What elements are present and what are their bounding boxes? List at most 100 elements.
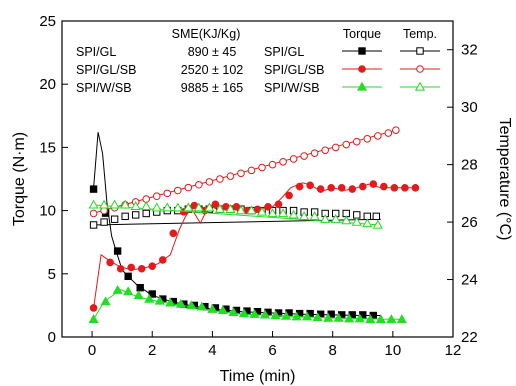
data-point-spi-w-sb-torque bbox=[365, 314, 376, 323]
data-point-spi-w-sb-torque bbox=[88, 314, 99, 323]
data-point-spi-w-sb-torque bbox=[154, 295, 165, 305]
right-y-tick-label: 28 bbox=[461, 157, 478, 174]
data-point-spi-gl-sb-temp bbox=[289, 155, 298, 163]
data-point-spi-gl-sb-torque bbox=[306, 181, 314, 190]
data-point-spi-w-sb-temp bbox=[214, 203, 225, 213]
data-point-spi-gl-torque bbox=[136, 284, 144, 292]
left-y-tick-label: 5 bbox=[48, 266, 56, 283]
x-tick-label: 0 bbox=[88, 342, 96, 359]
left-y-axis-label: Torque (N·m) bbox=[11, 132, 28, 226]
data-point-spi-gl-sb-torque bbox=[211, 200, 220, 209]
data-point-spi-gl-sb-temp bbox=[205, 178, 214, 186]
data-point-spi-w-sb-temp bbox=[235, 205, 247, 215]
data-point-spi-gl-sb-temp bbox=[363, 134, 372, 143]
sme-value: 2520 ± 102 bbox=[181, 63, 244, 77]
sme-table: SME(KJ/Kg) SPI/GL 890 ± 45 SPI/GL/SB 252… bbox=[76, 27, 243, 95]
data-point-spi-w-sb-temp bbox=[141, 201, 152, 210]
right-y-tick-label: 26 bbox=[461, 214, 478, 231]
data-point-spi-gl-sb-temp bbox=[184, 183, 193, 192]
series-spi-gl-sb-temp bbox=[89, 126, 400, 218]
x-tick-label: 4 bbox=[208, 342, 216, 359]
data-point-spi-gl-sb-temp bbox=[268, 160, 277, 169]
series-spi-w-sb-temp bbox=[88, 199, 383, 229]
legend-marker-torque bbox=[356, 81, 368, 91]
data-point-spi-w-sb-temp bbox=[309, 211, 320, 220]
data-point-spi-gl-sb-temp bbox=[163, 189, 172, 198]
left-y-tick-label: 0 bbox=[48, 329, 56, 346]
right-y-tick-label: 32 bbox=[461, 42, 478, 59]
data-point-spi-gl-sb-torque bbox=[169, 229, 178, 238]
data-point-spi-gl-sb-temp bbox=[392, 126, 400, 134]
data-point-spi-gl-sb-torque bbox=[106, 258, 114, 267]
data-point-spi-w-sb-torque bbox=[333, 312, 344, 322]
data-point-spi-gl-sb-temp bbox=[226, 172, 235, 180]
data-point-spi-w-sb-temp bbox=[351, 216, 362, 226]
data-point-spi-w-sb-torque bbox=[259, 309, 271, 319]
data-point-spi-w-sb-torque bbox=[386, 314, 397, 323]
legend-marker-temp bbox=[416, 47, 424, 55]
data-point-spi-gl-temp bbox=[110, 215, 119, 223]
data-point-spi-w-sb-temp bbox=[372, 219, 383, 229]
plot-frame bbox=[61, 20, 454, 338]
sme-sample-label: SPI/GL bbox=[76, 45, 116, 59]
data-point-spi-w-sb-temp bbox=[278, 208, 289, 218]
data-point-spi-gl-sb-torque bbox=[137, 264, 146, 273]
data-point-spi-gl-sb-torque bbox=[316, 185, 325, 193]
sme-sample-label: SPI/W/SB bbox=[76, 81, 132, 95]
data-point-spi-gl-sb-temp bbox=[89, 209, 98, 218]
data-point-spi-gl-torque bbox=[113, 247, 122, 255]
data-point-spi-w-sb-torque bbox=[281, 310, 292, 320]
x-tick-label: 2 bbox=[148, 342, 156, 359]
data-point-spi-w-sb-temp bbox=[362, 218, 373, 228]
data-point-spi-w-sb-temp bbox=[172, 202, 183, 212]
data-point-spi-gl-sb-torque bbox=[401, 184, 409, 192]
data-point-spi-gl-sb-temp bbox=[374, 132, 382, 140]
data-point-spi-gl-sb-torque bbox=[127, 263, 135, 272]
legend-label: SPI/GL/SB bbox=[264, 63, 324, 77]
data-point-spi-gl-sb-temp bbox=[384, 129, 393, 137]
data-point-spi-gl-torque bbox=[124, 272, 132, 281]
data-point-spi-gl-sb-torque bbox=[285, 191, 293, 200]
data-point-spi-gl-sb-torque bbox=[116, 264, 125, 273]
data-point-spi-gl-sb-torque bbox=[411, 184, 420, 192]
data-point-spi-w-sb-torque bbox=[302, 311, 313, 321]
legend-header-torque: Torque bbox=[343, 27, 381, 41]
data-point-spi-gl-sb-temp bbox=[279, 157, 287, 166]
data-point-spi-w-sb-torque bbox=[144, 293, 155, 303]
data-point-spi-gl-sb-torque bbox=[337, 184, 346, 192]
data-point-spi-w-sb-temp bbox=[246, 205, 257, 215]
legend-label: SPI/W/SB bbox=[264, 81, 320, 95]
x-axis-label: Time (min) bbox=[220, 368, 296, 385]
data-point-spi-gl-sb-torque bbox=[274, 200, 283, 209]
series-layer bbox=[88, 126, 420, 323]
series-spi-w-sb-torque bbox=[88, 285, 407, 323]
data-point-spi-w-sb-temp bbox=[256, 206, 268, 216]
data-point-spi-w-sb-torque bbox=[165, 297, 176, 307]
data-point-spi-w-sb-temp bbox=[109, 199, 120, 209]
data-point-spi-w-sb-temp bbox=[183, 202, 194, 212]
data-point-spi-gl-sb-temp bbox=[342, 140, 351, 149]
data-point-spi-gl-sb-torque bbox=[89, 304, 98, 312]
data-point-spi-gl-temp bbox=[100, 218, 108, 226]
data-point-spi-gl-sb-temp bbox=[173, 186, 182, 195]
data-point-spi-gl-sb-temp bbox=[152, 192, 161, 201]
sme-value: 890 ± 45 bbox=[188, 45, 237, 59]
right-y-tick-label: 24 bbox=[461, 272, 478, 289]
data-point-spi-gl-sb-torque bbox=[295, 182, 304, 191]
legend-marks bbox=[342, 47, 440, 91]
data-point-spi-w-sb-torque bbox=[344, 313, 355, 323]
data-point-spi-gl-sb-temp bbox=[300, 152, 308, 160]
data-point-spi-w-sb-temp bbox=[320, 214, 331, 223]
data-point-spi-w-sb-torque bbox=[100, 296, 111, 306]
right-y-tick-label: 22 bbox=[461, 329, 478, 346]
data-point-spi-gl-temp bbox=[121, 212, 129, 221]
x-tick-label: 6 bbox=[268, 342, 276, 359]
data-point-spi-w-sb-temp bbox=[299, 211, 310, 220]
data-point-spi-gl-sb-torque bbox=[369, 180, 378, 188]
data-point-spi-w-sb-torque bbox=[291, 311, 302, 321]
data-point-spi-gl-sb-torque bbox=[380, 182, 388, 191]
data-point-spi-gl-sb-torque bbox=[264, 203, 272, 211]
data-point-spi-gl-sb-temp bbox=[195, 180, 203, 189]
